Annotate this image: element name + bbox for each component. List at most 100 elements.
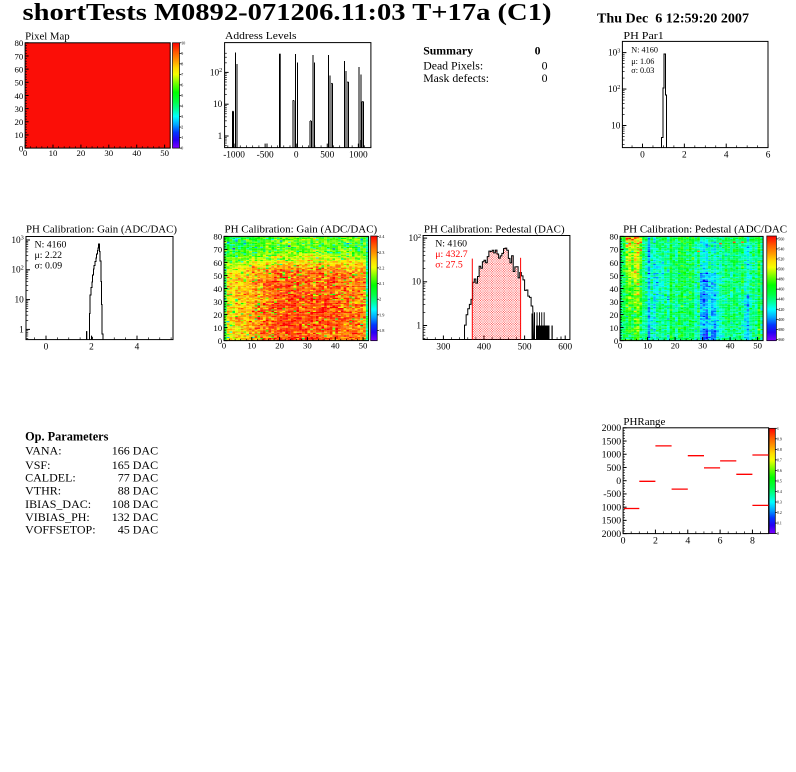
svg-text:103: 103 <box>11 235 23 246</box>
svg-text:0: 0 <box>614 336 619 346</box>
svg-text:Pixel Map: Pixel Map <box>25 31 70 42</box>
svg-text:30: 30 <box>104 148 113 158</box>
svg-text:8: 8 <box>181 61 183 66</box>
svg-text:50: 50 <box>160 148 169 158</box>
svg-text:0: 0 <box>542 58 548 72</box>
svg-text:2: 2 <box>379 297 381 302</box>
svg-text:2: 2 <box>181 125 183 130</box>
svg-text:102: 102 <box>409 233 421 244</box>
svg-text:VIBIAS_PH:: VIBIAS_PH: <box>25 510 90 524</box>
svg-text:σ: 0.03: σ: 0.03 <box>631 66 654 75</box>
svg-text:9: 9 <box>181 51 183 56</box>
svg-text:380: 380 <box>778 327 784 332</box>
svg-text:10: 10 <box>15 130 24 140</box>
svg-text:60: 60 <box>213 258 222 268</box>
svg-text:PH Par1: PH Par1 <box>623 31 663 42</box>
svg-text:1.9: 1.9 <box>379 312 384 317</box>
svg-text:N: 4160: N: 4160 <box>35 240 67 251</box>
svg-text:600: 600 <box>558 343 572 353</box>
svg-text:500: 500 <box>606 463 621 474</box>
svg-text:0.7: 0.7 <box>777 458 782 462</box>
svg-text:500: 500 <box>320 150 334 160</box>
svg-text:88 DAC: 88 DAC <box>118 483 158 497</box>
svg-text:20: 20 <box>77 148 86 158</box>
svg-text:10: 10 <box>213 323 222 333</box>
svg-text:4: 4 <box>135 343 140 353</box>
svg-text:0.5: 0.5 <box>777 479 782 483</box>
svg-text:0: 0 <box>535 43 541 57</box>
svg-text:0.2: 0.2 <box>777 511 782 515</box>
svg-text:30: 30 <box>15 104 24 114</box>
svg-text:4: 4 <box>181 103 183 108</box>
svg-text:10: 10 <box>643 341 652 351</box>
svg-text:40: 40 <box>331 341 340 351</box>
svg-text:1: 1 <box>777 427 779 431</box>
svg-text:0: 0 <box>616 476 621 487</box>
svg-text:0.9: 0.9 <box>777 437 782 441</box>
svg-text:0: 0 <box>618 341 623 351</box>
svg-text:30: 30 <box>303 341 312 351</box>
svg-text:30: 30 <box>213 297 222 307</box>
svg-text:10: 10 <box>15 296 25 306</box>
svg-text:40: 40 <box>213 284 222 294</box>
svg-text:0.8: 0.8 <box>777 448 782 452</box>
svg-text:80: 80 <box>610 232 619 242</box>
svg-text:6: 6 <box>718 536 723 547</box>
svg-text:6: 6 <box>181 82 183 87</box>
svg-text:-500: -500 <box>603 489 621 500</box>
svg-text:420: 420 <box>778 307 784 312</box>
svg-text:500: 500 <box>778 267 784 272</box>
svg-text:VOFFSETOP:: VOFFSETOP: <box>25 523 95 537</box>
svg-text:CALDEL:: CALDEL: <box>25 471 76 485</box>
svg-text:0: 0 <box>222 341 227 351</box>
svg-text:166 DAC: 166 DAC <box>112 444 158 458</box>
svg-text:8: 8 <box>750 536 755 547</box>
svg-text:Thu Dec 6 12:59:20 2007: Thu Dec 6 12:59:20 2007 <box>597 10 749 25</box>
svg-text:6: 6 <box>766 151 771 161</box>
svg-text:Summary: Summary <box>423 43 473 57</box>
svg-text:1000: 1000 <box>349 150 368 160</box>
svg-text:2.3: 2.3 <box>379 250 384 255</box>
svg-text:40: 40 <box>132 148 141 158</box>
svg-text:102: 102 <box>210 67 222 78</box>
svg-text:0: 0 <box>542 71 548 85</box>
svg-text:70: 70 <box>15 51 24 61</box>
svg-text:0: 0 <box>621 536 626 547</box>
svg-text:σ: 27.5: σ: 27.5 <box>435 259 463 270</box>
svg-text:Address Levels: Address Levels <box>225 31 297 42</box>
svg-text:0: 0 <box>19 143 24 153</box>
svg-text:0: 0 <box>44 343 49 353</box>
svg-text:60: 60 <box>15 64 24 74</box>
svg-text:VSF:: VSF: <box>25 458 50 472</box>
svg-text:45 DAC: 45 DAC <box>118 523 158 537</box>
svg-text:40: 40 <box>15 91 24 101</box>
svg-text:2.2: 2.2 <box>379 265 384 270</box>
svg-text:10: 10 <box>610 323 619 333</box>
svg-text:PH Calibration: Pedestal (DAC): PH Calibration: Pedestal (DAC) <box>424 225 565 236</box>
svg-text:2000: 2000 <box>602 423 622 434</box>
svg-text:VTHR:: VTHR: <box>25 483 61 497</box>
svg-text:400: 400 <box>477 343 491 353</box>
svg-text:Mask defects:: Mask defects: <box>423 71 489 85</box>
svg-text:520: 520 <box>778 257 784 262</box>
svg-text:30: 30 <box>698 341 707 351</box>
svg-text:4: 4 <box>724 151 729 161</box>
svg-text:0: 0 <box>294 150 299 160</box>
svg-text:70: 70 <box>610 245 619 255</box>
svg-text:20: 20 <box>275 341 284 351</box>
svg-text:0: 0 <box>181 146 183 151</box>
svg-text:5: 5 <box>181 93 183 98</box>
svg-text:20: 20 <box>671 341 680 351</box>
svg-text:0.6: 0.6 <box>777 469 782 473</box>
svg-text:1500: 1500 <box>602 516 622 527</box>
svg-text:360: 360 <box>778 337 784 342</box>
svg-text:N: 4160: N: 4160 <box>631 45 658 54</box>
svg-text:2.4: 2.4 <box>379 234 385 239</box>
svg-text:σ: 0.09: σ: 0.09 <box>35 261 63 272</box>
svg-text:440: 440 <box>778 297 784 302</box>
svg-text:300: 300 <box>436 343 450 353</box>
svg-text:4: 4 <box>685 536 690 547</box>
svg-text:70: 70 <box>213 245 222 255</box>
svg-text:Op. Parameters: Op. Parameters <box>25 430 109 444</box>
svg-text:165 DAC: 165 DAC <box>112 458 158 472</box>
